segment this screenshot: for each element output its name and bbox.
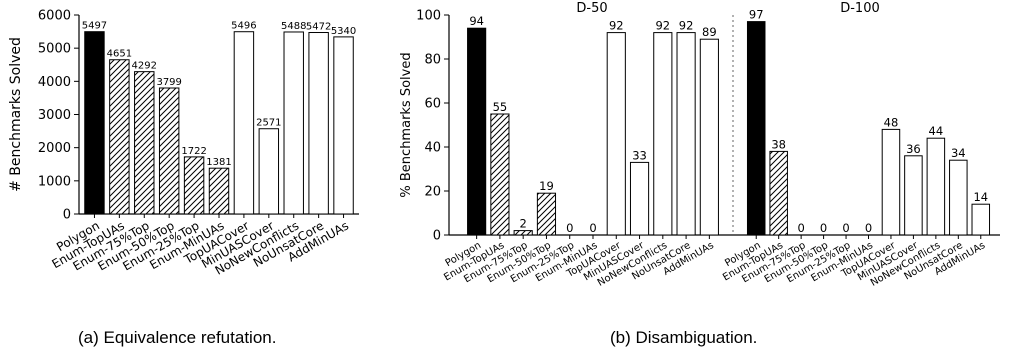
bar-d-50-nonewconflicts (653, 32, 673, 236)
bar-d-50-nounsatcore (676, 32, 696, 236)
bar-d-100-polygon (746, 21, 766, 236)
value-label-nounsatcore: 5472 (306, 22, 331, 33)
value-label-d-50-topuacover: 92 (609, 19, 624, 33)
bar-minuascover (258, 128, 280, 215)
caption-b: (b) Disambiguation. (610, 328, 758, 347)
value-label-d-100-enum-25pcttop: 0 (842, 221, 849, 235)
y-axis-title-a: # Benchmarks Solved (8, 37, 24, 192)
bar-nounsatcore (308, 32, 329, 215)
y-tick-label-a: 1000 (38, 174, 71, 189)
value-label-d-100-minuascover: 36 (906, 142, 921, 156)
value-label-d-100-topuacover: 48 (884, 115, 899, 129)
value-label-d-50-minuascover: 33 (632, 148, 647, 162)
value-label-d-50-enum-75pcttop: 2 (520, 217, 527, 231)
bar-d-100-minuascover (904, 155, 923, 236)
bar-d-50-addminuas (699, 38, 719, 236)
bar-enum-75pcttop (134, 71, 155, 215)
bar-enum-50pcttop (158, 87, 180, 215)
value-label-polygon: 5497 (82, 21, 107, 32)
y-axis-title-b: % Benchmarks Solved (399, 52, 414, 197)
value-label-nonewconflicts: 5488 (281, 21, 306, 32)
bar-addminuas (333, 36, 354, 215)
value-label-d-50-enum-25pcttop: 0 (566, 221, 573, 235)
y-tick-label-a: 5000 (38, 42, 71, 57)
value-label-d-50-enum-50pcttop: 19 (539, 179, 554, 193)
y-tick-label-a: 4000 (38, 75, 71, 90)
bar-d-50-polygon (467, 27, 487, 236)
group-title-d-100: D-100 (840, 1, 880, 16)
y-tick-label-b: 100 (416, 9, 441, 24)
value-label-enum-minuas: 1381 (206, 157, 231, 168)
y-tick-label-b: 60 (424, 97, 441, 112)
value-label-topuacover: 5496 (231, 21, 256, 32)
value-label-d-100-enum-minuas: 0 (865, 221, 872, 235)
value-label-enum-topuas: 4651 (107, 49, 132, 60)
y-tick-label-a: 2000 (38, 141, 71, 156)
value-label-addminuas: 5340 (331, 26, 356, 37)
value-label-d-50-enum-topuas: 55 (493, 100, 508, 114)
bar-d-50-minuascover (629, 161, 650, 236)
value-label-d-100-nounsatcore: 34 (951, 146, 966, 160)
bar-d-50-enum-50pcttop (536, 192, 557, 236)
bar-d-100-topuacover (881, 128, 901, 236)
bar-d-50-topuacover (606, 32, 626, 236)
value-label-d-100-nonewconflicts: 44 (929, 124, 944, 138)
value-label-d-50-enum-minuas: 0 (589, 221, 596, 235)
value-label-d-100-enum-topuas: 38 (771, 137, 786, 151)
value-label-d-50-nonewconflicts: 92 (655, 19, 670, 33)
value-label-d-50-nounsatcore: 92 (679, 19, 694, 33)
value-label-d-50-polygon: 94 (469, 14, 484, 28)
bar-enum-25pcttop (183, 156, 205, 215)
value-label-enum-75pcttop: 4292 (132, 61, 157, 72)
bar-d-100-nonewconflicts (926, 137, 946, 236)
chart-equivalence-refutation: 0 1000 2000 3000 4000 5000 6000 # Benchmarks So… (8, 9, 359, 278)
y-tick-label-b: 80 (424, 53, 441, 68)
value-label-d-100-enum-50pcttop: 0 (820, 221, 827, 235)
bar-d-50-enum-75pcttop (513, 230, 533, 236)
group-title-d-50: D-50 (576, 1, 607, 16)
bar-d-50-enum-topuas (490, 113, 510, 236)
value-label-enum-25pcttop: 1722 (181, 146, 206, 157)
group-d-100: D-10097Polygon38Enum-TopUAs0Enum-75%Top0… (721, 1, 991, 289)
y-tick-label-b: 0 (433, 229, 441, 244)
bar-d-100-addminuas (971, 203, 991, 236)
group-d-50: D-5094Polygon55Enum-TopUAs2Enum-75%Top19… (442, 1, 719, 289)
y-tick-label-b: 20 (424, 185, 441, 200)
value-label-d-100-polygon: 97 (749, 8, 764, 22)
bar-nonewconflicts (283, 31, 304, 215)
bar-enum-minuas (208, 167, 230, 215)
value-label-enum-50pcttop: 3799 (156, 77, 181, 88)
value-label-d-100-addminuas: 14 (973, 190, 988, 204)
y-tick-label-a: 0 (63, 208, 71, 223)
value-label-d-100-enum-75pcttop: 0 (797, 221, 804, 235)
value-label-minuascover: 2571 (256, 118, 281, 129)
bar-enum-topuas (109, 59, 130, 215)
caption-a: (a) Equivalence refutation. (78, 328, 277, 347)
y-tick-label-a: 3000 (38, 108, 71, 123)
y-tick-label-a: 6000 (38, 9, 71, 24)
bar-polygon (84, 31, 105, 215)
bar-topuacover (233, 31, 255, 215)
bar-d-100-nounsatcore (949, 159, 968, 236)
y-tick-label-b: 40 (424, 141, 441, 156)
value-label-d-50-addminuas: 89 (702, 25, 717, 39)
bar-d-100-enum-topuas (769, 150, 788, 236)
